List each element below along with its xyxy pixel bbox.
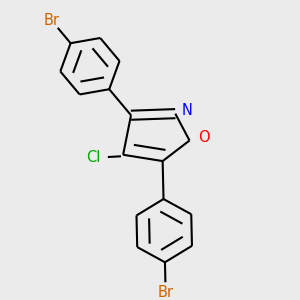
Text: N: N	[182, 103, 193, 118]
Text: Cl: Cl	[86, 150, 100, 165]
Text: Br: Br	[158, 285, 174, 300]
Text: O: O	[198, 130, 210, 146]
Text: Br: Br	[43, 13, 59, 28]
